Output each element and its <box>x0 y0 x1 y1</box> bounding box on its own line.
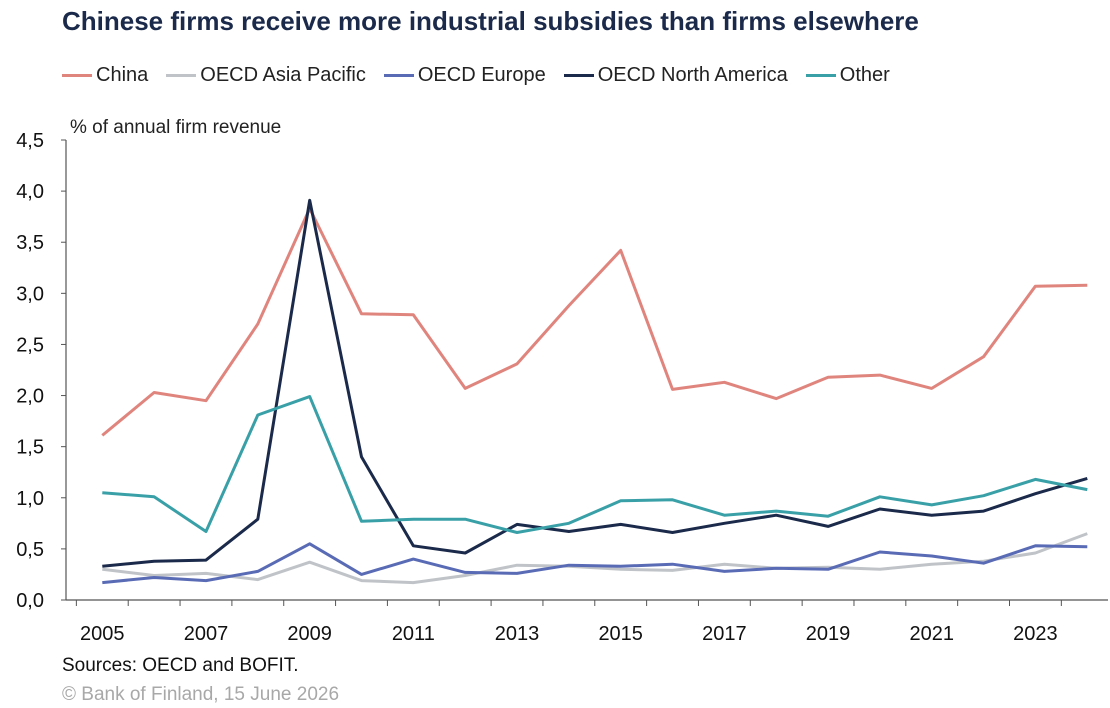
legend-swatch <box>383 74 414 77</box>
x-tick-label: 2005 <box>80 623 125 645</box>
x-tick-label: 2011 <box>392 623 435 645</box>
x-tick-label: 2017 <box>702 623 747 645</box>
y-tick-label: 1,5 <box>16 437 44 459</box>
series-line-other <box>102 395 1088 534</box>
legend: China OECD Asia Pacific OECD Europe OECD No… <box>62 64 908 87</box>
x-tick-label: 2009 <box>287 623 332 645</box>
x-tick-label: 2015 <box>598 623 643 645</box>
legend-item: OECD North America <box>563 64 788 87</box>
y-tick-label: 3,5 <box>16 232 44 254</box>
chart-svg: % of annual firm revenue 0,0 0,5 1,0 1,5 2,0… <box>16 117 1108 645</box>
y-tick-label: 4,5 <box>16 130 44 152</box>
series-line-oecd-asia-pacific <box>102 532 1088 585</box>
legend-item: Other <box>805 64 890 87</box>
x-tick-label: 2013 <box>495 623 540 645</box>
y-tick-label: 3,0 <box>16 283 44 305</box>
legend-swatch <box>805 74 836 77</box>
legend-label: OECD Europe <box>417 64 546 86</box>
y-tick-label: 0,5 <box>16 539 44 561</box>
series-line-oecd-north-america <box>102 198 1088 568</box>
sources-note: Sources: OECD and BOFIT. <box>62 655 299 676</box>
y-tick-label: 2,0 <box>16 386 44 408</box>
x-axis-ticks: 2005 2007 2009 2011 2013 2015 2017 2019 2021 2023 <box>75 600 1062 645</box>
legend-item: China <box>62 64 148 87</box>
x-tick-label: 2007 <box>184 623 229 645</box>
y-tick-label: 1,0 <box>16 488 44 510</box>
y-tick-label: 4,0 <box>16 181 44 203</box>
legend-swatch <box>166 74 197 77</box>
legend-item: OECD Asia Pacific <box>166 64 366 87</box>
x-tick-label: 2023 <box>1013 623 1058 645</box>
y-axis-ticks: 0,0 0,5 1,0 1,5 2,0 2,5 3,0 3,5 4,0 4,5 <box>16 130 66 612</box>
y-tick-label: 2,5 <box>16 334 44 356</box>
y-tick-label: 0,0 <box>16 590 44 612</box>
copyright-note: © Bank of Finland, 15 June 2026 <box>62 684 340 705</box>
x-tick-label: 2019 <box>806 623 851 645</box>
chart-title: Chinese firms receive more industrial su… <box>62 6 919 36</box>
series-line-oecd-europe <box>102 542 1088 585</box>
series-lines <box>101 198 1088 585</box>
legend-swatch <box>62 74 92 77</box>
legend-label: Other <box>839 64 890 86</box>
y-axis-label: % of annual firm revenue <box>70 117 281 138</box>
legend-label: China <box>96 64 149 86</box>
x-tick-label: 2021 <box>909 623 954 645</box>
legend-swatch <box>563 74 594 77</box>
legend-label: OECD Asia Pacific <box>200 64 366 86</box>
legend-label: OECD North America <box>597 64 788 86</box>
legend-item: OECD Europe <box>383 64 546 87</box>
series-line-china <box>101 207 1088 437</box>
